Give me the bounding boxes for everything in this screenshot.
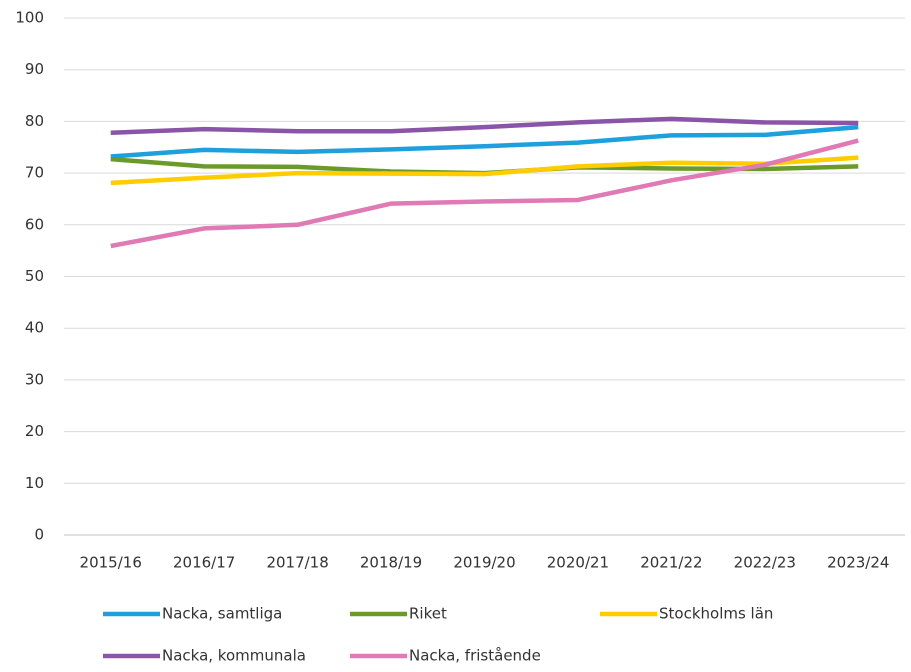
y-tick-label: 40 — [25, 319, 44, 337]
legend-label: Riket — [409, 605, 447, 623]
series-line — [110, 116, 859, 136]
y-tick-label: 100 — [15, 9, 44, 27]
legend-label: Stockholms län — [659, 605, 773, 623]
x-tick-label: 2018/19 — [360, 554, 422, 572]
series-line — [110, 138, 859, 249]
series-line — [110, 124, 859, 159]
y-tick-label: 60 — [25, 215, 44, 233]
series-line — [110, 155, 859, 186]
y-tick-label: 50 — [25, 267, 44, 285]
y-tick-label: 70 — [25, 164, 44, 182]
legend-label: Nacka, fristående — [409, 647, 541, 665]
x-tick-label: 2023/24 — [827, 554, 889, 572]
y-tick-label: 30 — [25, 370, 44, 388]
legend-label: Nacka, kommunala — [162, 647, 306, 665]
x-tick-label: 2017/18 — [266, 554, 328, 572]
y-tick-label: 80 — [25, 112, 44, 130]
y-tick-label: 20 — [25, 422, 44, 440]
y-tick-label: 90 — [25, 60, 44, 78]
y-tick-label: 10 — [25, 474, 44, 492]
x-tick-label: 2021/22 — [640, 554, 702, 572]
x-tick-label: 2020/21 — [547, 554, 609, 572]
x-tick-label: 2019/20 — [453, 554, 515, 572]
legend-label: Nacka, samtliga — [162, 605, 282, 623]
y-tick-label: 0 — [34, 526, 44, 544]
x-tick-label: 2016/17 — [173, 554, 235, 572]
x-tick-label: 2015/16 — [80, 554, 142, 572]
x-tick-label: 2022/23 — [734, 554, 796, 572]
